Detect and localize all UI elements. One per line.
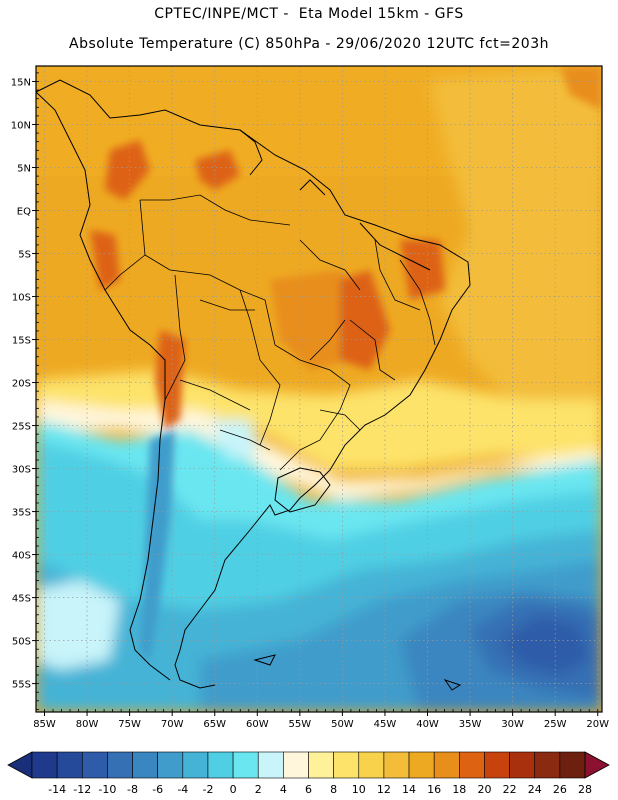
lon-label: 85W (33, 719, 56, 730)
colorbar-tick-label: 26 (553, 783, 567, 796)
lat-label: 20S (12, 379, 31, 390)
colorbar-swatch (534, 751, 561, 779)
colorbar-swatch (232, 751, 259, 779)
lon-label: 30W (501, 719, 524, 730)
lat-label: 5N (17, 164, 31, 175)
colorbar-tick-label: 12 (377, 783, 391, 796)
lat-label: 10N (11, 120, 31, 131)
colorbar-tick-label: 2 (255, 783, 262, 796)
lon-label: 35W (459, 719, 482, 730)
temperature-field (36, 66, 602, 712)
colorbar-tick-label: -8 (127, 783, 138, 796)
colorbar-low-arrow (7, 751, 33, 779)
colorbar-swatch (308, 751, 334, 779)
colorbar-tick-label: 6 (305, 783, 312, 796)
colorbar-tick-label: -14 (48, 783, 66, 796)
colorbar-high-arrow (584, 751, 610, 779)
lon-label: 65W (203, 719, 226, 730)
lon-label: 40W (416, 719, 439, 730)
coastlines (35, 79, 471, 691)
colorbar-swatch (459, 751, 485, 779)
colorbar-swatch (408, 751, 435, 779)
lon-label: 60W (246, 719, 269, 730)
lat-label: 35S (12, 508, 31, 519)
colorbar-swatch (484, 751, 510, 779)
lon-label: 55W (289, 719, 312, 730)
colorbar-swatch (132, 751, 158, 779)
colorbar-tick-label: -2 (202, 783, 213, 796)
country-borders (104, 194, 436, 471)
plot-frame (35, 65, 603, 713)
lat-label: 15N (11, 77, 31, 88)
colorbar-swatch (257, 751, 284, 779)
colorbar-tick-label: -4 (177, 783, 188, 796)
colorbar-tick-label: 18 (452, 783, 466, 796)
colorbar-swatch (157, 751, 184, 779)
colorbar-swatch (383, 751, 410, 779)
lat-label: 15S (12, 336, 31, 347)
colorbar-swatch (559, 751, 586, 779)
colorbar-swatch (358, 751, 385, 779)
lon-label: 25W (544, 719, 567, 730)
colorbar-tick-label: 14 (402, 783, 416, 796)
lat-label: 50S (12, 637, 31, 648)
colorbar-swatch (433, 751, 460, 779)
lon-label: 75W (118, 719, 141, 730)
colorbar-swatch (182, 751, 209, 779)
colorbar-tick-label: 28 (578, 783, 592, 796)
colorbar-swatch (283, 751, 309, 779)
colorbar-swatch (509, 751, 536, 779)
lat-label: 40S (12, 551, 31, 562)
colorbar-swatch (56, 751, 83, 779)
lat-label: 5S (18, 250, 31, 261)
colorbar-tick-label: 24 (528, 783, 542, 796)
colorbar-tick-label: 8 (330, 783, 337, 796)
lon-label: 50W (331, 719, 354, 730)
lon-label: 45W (374, 719, 397, 730)
map-title-line1: CPTEC/INPE/MCT - Eta Model 15km - GFS (154, 6, 464, 22)
map-title-line2: Absolute Temperature (C) 850hPa - 29/06/… (69, 36, 549, 52)
lat-label: 30S (12, 465, 31, 476)
colorbar-swatch (81, 751, 108, 779)
lat-label: 25S (12, 422, 31, 433)
lat-label: 55S (12, 680, 31, 691)
colorbar-tick-label: 10 (352, 783, 366, 796)
lat-label: EQ (17, 207, 31, 218)
lon-label: 80W (76, 719, 99, 730)
longitude-labels: 85W 80W 75W 70W 65W 60W 55W 50W 45W 40W 35W 30W 25W 2… (33, 719, 609, 730)
colorbar-swatch (31, 751, 58, 779)
colorbar-tick-label: 22 (503, 783, 517, 796)
colorbar (7, 751, 610, 779)
colorbar-labels: -14 -12 -10 -8 -6 -4 -2 0 2 4 6 8 10 12 14 16 18 20 22 24 26… (48, 783, 592, 796)
colorbar-swatch (107, 751, 133, 779)
lon-label: 20W (586, 719, 609, 730)
lon-label: 70W (161, 719, 184, 730)
colorbar-swatch (207, 751, 234, 779)
lat-label: 10S (12, 293, 31, 304)
colorbar-tick-label: 0 (230, 783, 237, 796)
colorbar-tick-label: 20 (477, 783, 491, 796)
colorbar-tick-label: -6 (152, 783, 163, 796)
colorbar-tick-label: -12 (73, 783, 91, 796)
axis-ticks (32, 72, 599, 716)
colorbar-tick-label: 4 (280, 783, 287, 796)
colorbar-tick-label: -10 (98, 783, 116, 796)
colorbar-swatch (333, 751, 360, 779)
lat-label: 45S (12, 594, 31, 605)
colorbar-tick-label: 16 (427, 783, 441, 796)
latitude-labels: 15N 10N 5N EQ 5S 10S 15S 20S 25S 30S 35S 40S 45S 50S 5… (11, 77, 31, 690)
